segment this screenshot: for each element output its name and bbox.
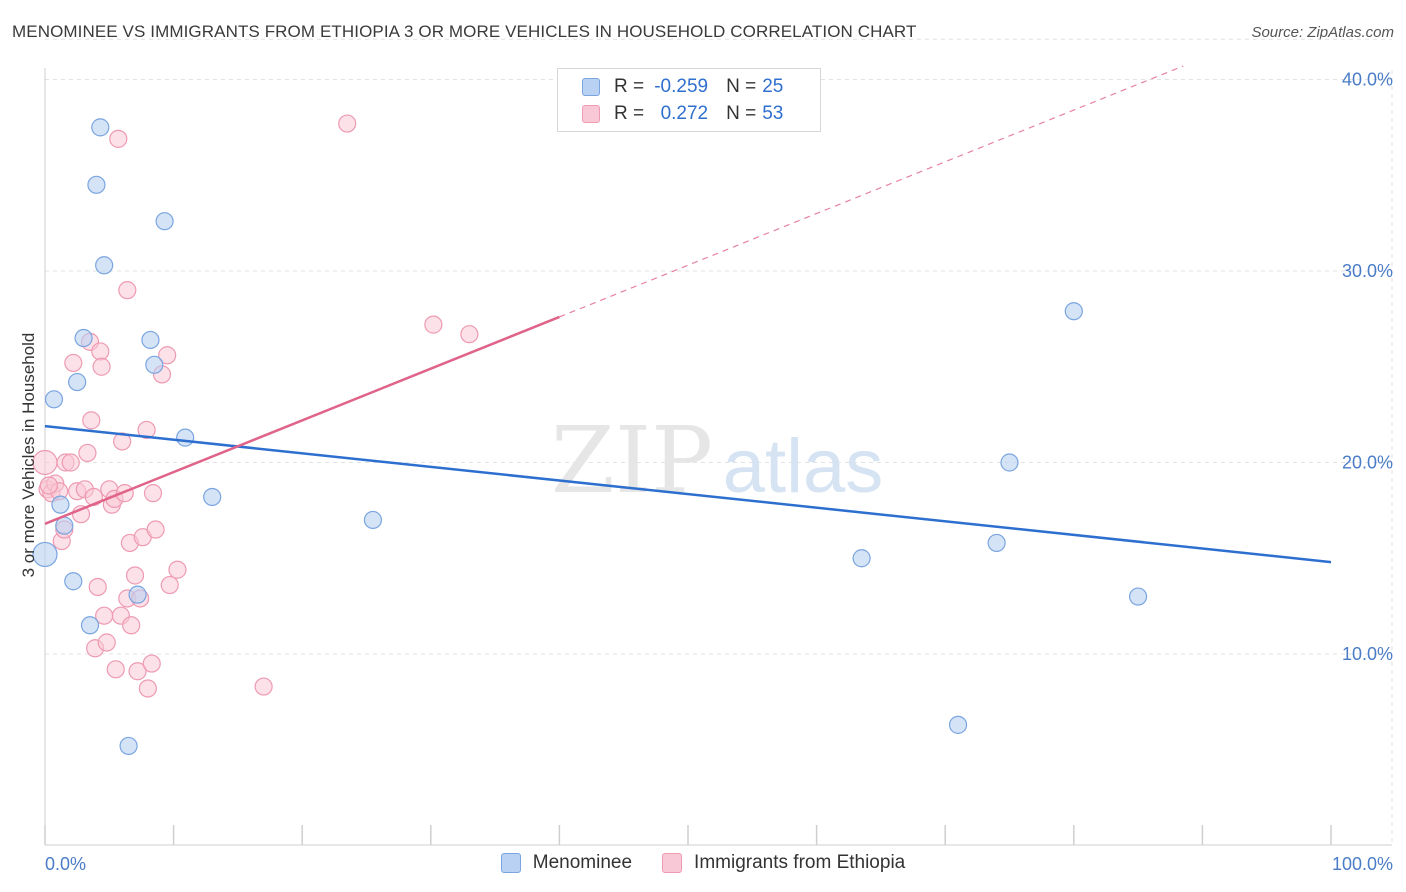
- ethiopia-point: [254, 677, 273, 696]
- legend-swatch-ethiopia: [582, 105, 600, 123]
- ethiopia-point: [128, 662, 147, 681]
- legend-swatch-menominee: [582, 78, 600, 96]
- menominee-point: [80, 616, 100, 635]
- y-tick-label: 40.0%: [1342, 70, 1393, 90]
- menominee-point: [74, 328, 93, 348]
- ethiopia-point: [143, 484, 163, 503]
- series-swatch-ethiopia: [662, 853, 683, 873]
- ethiopia-point: [160, 575, 179, 595]
- ethiopia-point: [460, 325, 479, 344]
- gridlines: [45, 38, 1393, 845]
- ethiopia-point: [106, 660, 125, 679]
- menominee-point: [363, 510, 383, 530]
- ethiopia-point: [158, 346, 177, 365]
- menominee-point: [203, 487, 222, 507]
- ethiopia-trend-extension: [559, 65, 1184, 318]
- tick-labels: 10.0% 20.0% 30.0% 40.0% 0.0% 100.0%: [45, 70, 1393, 875]
- ethiopia-point: [82, 411, 101, 430]
- legend-r-value: -0.259: [654, 76, 709, 97]
- source-label: Source: ZipAtlas.com: [1251, 24, 1394, 41]
- legend-n-label: N =: [726, 103, 757, 124]
- menominee-point: [51, 495, 70, 514]
- ethiopia-point: [64, 353, 83, 373]
- menominee-point: [128, 585, 147, 604]
- menominee-point: [95, 256, 114, 275]
- ethiopia-point: [113, 432, 132, 451]
- menominee-point: [1000, 453, 1019, 472]
- legend-r-label: R =: [614, 103, 645, 124]
- x-tick-label: 0.0%: [45, 854, 86, 874]
- menominee-point: [32, 541, 58, 568]
- series-swatch-menominee: [500, 853, 521, 873]
- menominee-point: [44, 390, 64, 409]
- menominee-points: [32, 118, 1148, 756]
- menominee-point: [155, 212, 174, 231]
- legend-r-label: R =: [614, 76, 645, 97]
- menominee-trend-line: [44, 424, 1332, 564]
- ethiopia-point: [125, 566, 145, 585]
- menominee-point: [1064, 302, 1083, 321]
- ethiopia-point: [61, 453, 80, 472]
- ethiopia-point: [338, 114, 357, 133]
- ethiopia-point: [109, 129, 128, 148]
- series-legend-ethiopia[interactable]: Immigrants from Ethiopia: [662, 852, 905, 874]
- x-tick-label: 100.0%: [1332, 854, 1393, 874]
- series-label-ethiopia: Immigrants from Ethiopia: [694, 852, 906, 873]
- ethiopia-point: [78, 443, 97, 463]
- ethiopia-point: [88, 577, 107, 597]
- ethiopia-point: [424, 315, 443, 334]
- menominee-point: [91, 118, 110, 137]
- menominee-point: [87, 175, 106, 194]
- legend-n-value: 53: [762, 103, 784, 124]
- ethiopia-point: [146, 520, 165, 539]
- ethiopia-point: [142, 654, 161, 673]
- series-label-menominee: Menominee: [532, 852, 633, 873]
- ethiopia-point: [118, 281, 137, 300]
- legend-n-label: N =: [726, 76, 757, 97]
- ethiopia-point: [122, 616, 141, 635]
- trend-lines: [44, 65, 1332, 564]
- ethiopia-trend-line: [44, 315, 560, 525]
- legend-row-ethiopia: R = 0.272 N = 53: [582, 102, 783, 126]
- y-tick-label: 30.0%: [1342, 261, 1393, 281]
- menominee-point: [987, 533, 1006, 553]
- menominee-point: [1128, 587, 1148, 606]
- ethiopia-point: [39, 476, 58, 495]
- y-tick-label: 10.0%: [1342, 644, 1393, 664]
- menominee-point: [145, 355, 164, 374]
- ethiopia-point: [137, 420, 156, 440]
- axes: [44, 68, 1392, 846]
- series-legend: Menominee Immigrants from Ethiopia: [0, 852, 1406, 874]
- legend-n-value: 25: [762, 76, 784, 97]
- menominee-point: [64, 572, 83, 591]
- watermark: ZIP atlas: [551, 407, 883, 514]
- legend-row-menominee: R = -0.259 N = 25: [582, 75, 783, 99]
- menominee-point: [68, 372, 87, 392]
- legend-r-value: 0.272: [660, 103, 709, 124]
- y-tick-label: 20.0%: [1342, 453, 1393, 473]
- menominee-point: [852, 549, 871, 568]
- menominee-point: [119, 736, 138, 756]
- ethiopia-point: [168, 560, 187, 579]
- series-legend-menominee[interactable]: Menominee: [500, 852, 633, 874]
- watermark-atlas: atlas: [723, 424, 884, 509]
- ethiopia-point: [138, 679, 157, 698]
- menominee-point: [948, 715, 968, 734]
- ethiopia-point: [92, 357, 111, 376]
- chart-title: MENOMINEE VS IMMIGRANTS FROM ETHIOPIA 3 …: [12, 22, 917, 41]
- y-axis-label: 3 or more Vehicles in Household: [19, 333, 38, 578]
- ethiopia-point: [91, 342, 110, 361]
- menominee-point: [141, 330, 160, 350]
- menominee-point: [176, 428, 195, 447]
- legend: R = -0.259 N = 25 R = 0.272 N = 53: [557, 68, 821, 132]
- ethiopia-points: [32, 114, 479, 698]
- watermark-zip: ZIP: [551, 407, 713, 514]
- ethiopia-point: [97, 633, 116, 652]
